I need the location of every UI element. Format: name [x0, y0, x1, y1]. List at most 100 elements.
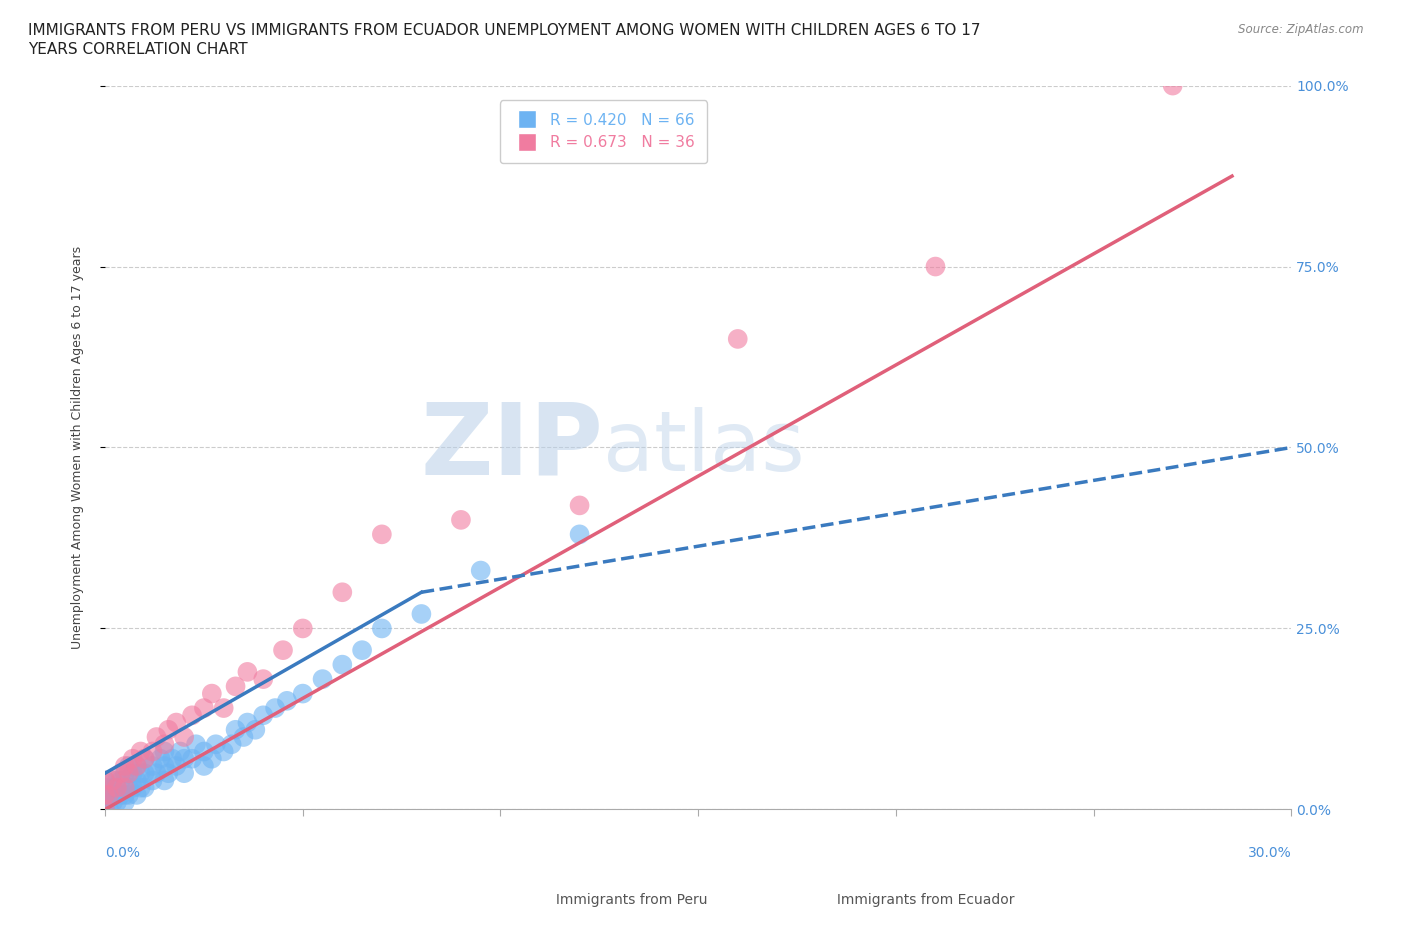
Point	[252, 708, 274, 723]
Point	[181, 708, 204, 723]
Point	[129, 744, 152, 759]
Point	[311, 671, 333, 686]
Point	[245, 723, 267, 737]
Point	[118, 759, 141, 774]
Point	[114, 765, 136, 780]
Point	[264, 700, 287, 715]
Point	[94, 802, 117, 817]
Point	[201, 686, 224, 701]
Text: YEARS CORRELATION CHART: YEARS CORRELATION CHART	[28, 42, 247, 57]
Point	[162, 751, 184, 766]
Point	[114, 795, 136, 810]
Point	[94, 802, 117, 817]
Point	[193, 759, 215, 774]
Point	[169, 744, 191, 759]
Point	[193, 744, 215, 759]
Point	[121, 780, 143, 795]
Point	[181, 751, 204, 766]
Point	[145, 729, 167, 744]
Point	[291, 686, 314, 701]
Point	[173, 729, 195, 744]
Legend: R = 0.420   N = 66, R = 0.673   N = 36: R = 0.420 N = 66, R = 0.673 N = 36	[499, 100, 707, 163]
Point	[98, 788, 121, 803]
Text: ZIP: ZIP	[420, 399, 603, 496]
Point	[165, 715, 187, 730]
Point	[193, 700, 215, 715]
Point	[352, 643, 374, 658]
Point	[105, 773, 128, 788]
Point	[212, 744, 235, 759]
Point	[134, 780, 156, 795]
Point	[94, 773, 117, 788]
Point	[134, 765, 156, 780]
Point	[1161, 78, 1184, 93]
Point	[568, 527, 591, 542]
Point	[94, 788, 117, 803]
Point	[153, 744, 176, 759]
Point	[94, 795, 117, 810]
Point	[141, 744, 163, 759]
Point	[371, 527, 394, 542]
Text: Source: ZipAtlas.com: Source: ZipAtlas.com	[1239, 23, 1364, 36]
Point	[173, 751, 195, 766]
Point	[924, 259, 946, 274]
Point	[330, 585, 353, 600]
Point	[141, 773, 163, 788]
Point	[94, 773, 117, 788]
Point	[184, 737, 207, 751]
Text: 30.0%: 30.0%	[1247, 845, 1291, 859]
Point	[101, 780, 124, 795]
Point	[118, 780, 141, 795]
Y-axis label: Unemployment Among Women with Children Ages 6 to 17 years: Unemployment Among Women with Children A…	[72, 246, 84, 649]
Point	[450, 512, 472, 527]
Text: IMMIGRANTS FROM PERU VS IMMIGRANTS FROM ECUADOR UNEMPLOYMENT AMONG WOMEN WITH CH: IMMIGRANTS FROM PERU VS IMMIGRANTS FROM …	[28, 23, 980, 38]
Point	[411, 606, 433, 621]
Point	[225, 723, 247, 737]
Point	[105, 795, 128, 810]
Point	[173, 765, 195, 780]
Point	[201, 751, 224, 766]
Point	[129, 780, 152, 795]
Point	[149, 751, 172, 766]
Point	[153, 773, 176, 788]
Point	[125, 788, 148, 803]
Point	[157, 765, 180, 780]
Point	[98, 802, 121, 817]
Point	[727, 331, 749, 346]
Point	[121, 765, 143, 780]
Point	[470, 563, 492, 578]
Point	[145, 765, 167, 780]
Point	[125, 759, 148, 774]
Point	[134, 751, 156, 766]
Point	[291, 621, 314, 636]
Point	[236, 715, 259, 730]
Point	[118, 788, 141, 803]
Point	[121, 751, 143, 766]
Point	[134, 751, 156, 766]
Point	[141, 759, 163, 774]
Point	[110, 773, 132, 788]
Point	[204, 737, 226, 751]
Point	[232, 729, 254, 744]
Point	[101, 773, 124, 788]
Text: Immigrants from Peru: Immigrants from Peru	[534, 893, 707, 907]
Point	[153, 759, 176, 774]
Point	[114, 780, 136, 795]
Point	[568, 498, 591, 512]
Point	[252, 671, 274, 686]
Point	[105, 788, 128, 803]
Point	[94, 788, 117, 803]
Point	[125, 773, 148, 788]
Point	[371, 621, 394, 636]
Point	[98, 788, 121, 803]
Point	[101, 795, 124, 810]
Point	[271, 643, 294, 658]
Point	[276, 694, 298, 709]
Text: 0.0%: 0.0%	[105, 845, 141, 859]
Point	[225, 679, 247, 694]
Point	[236, 664, 259, 679]
Text: atlas: atlas	[603, 407, 806, 488]
Point	[153, 737, 176, 751]
Text: Immigrants from Ecuador: Immigrants from Ecuador	[815, 893, 1015, 907]
Point	[114, 788, 136, 803]
